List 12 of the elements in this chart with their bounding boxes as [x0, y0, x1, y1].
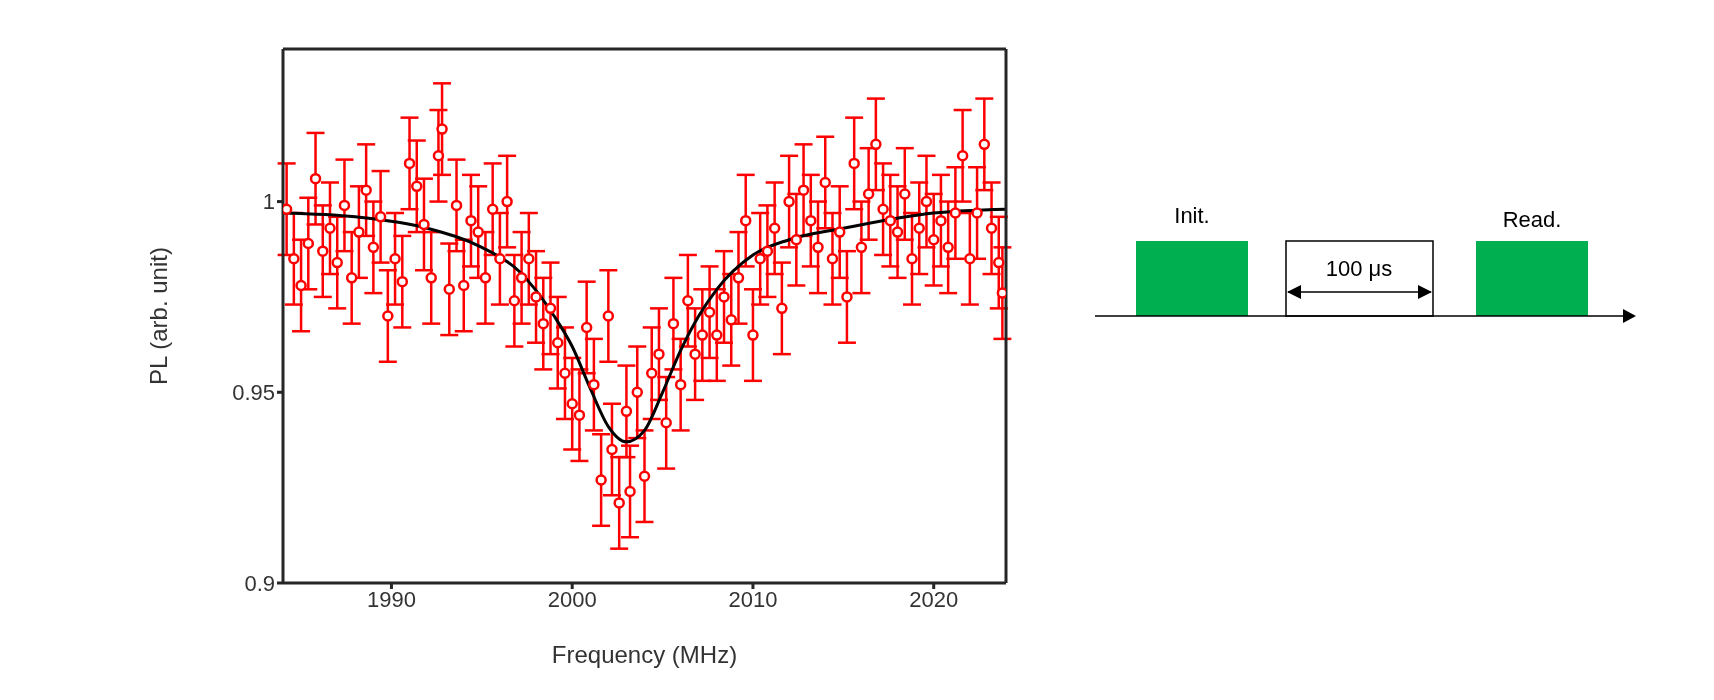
y-axis-title: PL (arb. unit) [144, 247, 172, 385]
x-tick-label: 2000 [547, 586, 597, 612]
x-tick-label: 2020 [909, 586, 959, 612]
y-tick-label: 0.95 [232, 380, 275, 406]
text: Read. [1502, 207, 1562, 232]
x-tick-label: 2010 [728, 586, 778, 612]
text: 100 μs [1325, 256, 1393, 281]
text: Init. [1174, 203, 1210, 228]
x-tick-label: 1990 [366, 586, 416, 612]
y-tick-label: 1 [262, 189, 275, 215]
x-axis-title: Frequency (MHz) [551, 641, 738, 668]
y-tick-label: 0.9 [244, 570, 275, 596]
